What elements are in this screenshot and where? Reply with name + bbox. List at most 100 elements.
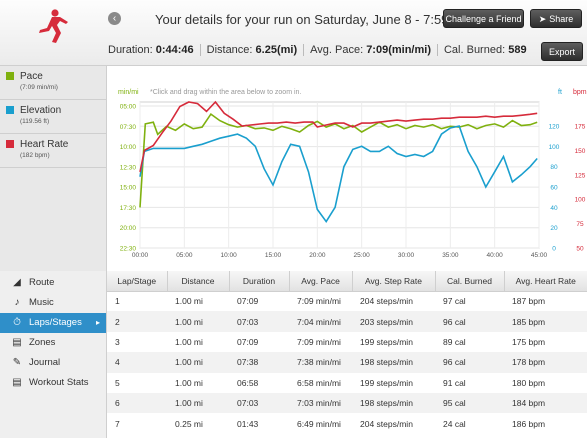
x-tick-label: 20:00 [309, 252, 326, 259]
table-cell: 4 [107, 352, 167, 373]
table-cell: 5 [115, 377, 120, 388]
heart-rate-tick-label: 175 [575, 124, 586, 131]
sidebar-item-route[interactable]: ◢ Route [0, 273, 106, 293]
elevation-tick-label: 80 [550, 164, 558, 171]
table-cell: 07:09 [237, 336, 259, 347]
elevation-tick-label: 40 [550, 205, 558, 212]
table-row: 2 1.00 mi 07:03 7:04 min/mi 203 steps/min 96 … [107, 311, 587, 332]
table-cell: 2 [107, 311, 167, 332]
table-cell: 07:38 [229, 352, 289, 373]
table-row: 1 1.00 mi 07:09 7:09 min/mi 204 steps/min 97 … [107, 291, 587, 311]
table-cell: 07:03 [229, 311, 289, 332]
table-cell: 1.00 mi [175, 296, 203, 307]
duration-stat: Duration: 0:44:46 [108, 44, 194, 56]
export-button[interactable]: Export [541, 42, 583, 61]
heart-rate-tick-label: 50 [576, 246, 584, 253]
table-cell: 180 bpm [512, 377, 546, 388]
pace-axis-unit: min/mi [118, 89, 139, 96]
heart-rate-tick-label: 75 [576, 221, 584, 228]
table-cell: 89 cal [443, 336, 466, 347]
legend-item-heart-rate[interactable]: Heart Rate (182 bpm) [0, 134, 106, 168]
laps-icon: ⏱ [13, 317, 21, 328]
pace-tick-label: 17:30 [120, 205, 137, 212]
avg-pace-stat: Avg. Pace: 7:09(min/mi) [303, 44, 437, 56]
share-button[interactable]: ➤ Share [530, 9, 582, 28]
column-header[interactable]: Avg. Heart Rate [503, 271, 587, 292]
sidebar-item-workout-stats[interactable]: ▤ Workout Stats [0, 373, 106, 393]
route-icon: ◢ [13, 277, 21, 288]
page-title: Your details for your run on Saturday, J… [155, 12, 471, 27]
table-row: 7 0.25 mi 01:43 6:49 min/mi 204 steps/min 24 … [107, 413, 587, 433]
column-header[interactable]: Lap/Stage [107, 271, 167, 292]
chevron-right-icon: ▸ [95, 318, 100, 327]
legend-label: Elevation [20, 105, 62, 116]
run-summary: Duration: 0:44:46 Distance: 6.25(mi) Avg. … [108, 44, 533, 60]
table-cell: 7:09 min/mi [297, 296, 341, 307]
column-header[interactable]: Duration [228, 271, 289, 292]
table-cell: 96 cal [435, 352, 504, 373]
x-tick-label: 45:00 [531, 252, 548, 259]
column-header[interactable]: Cal. Burned [434, 271, 504, 292]
table-cell: 7:04 min/mi [289, 311, 352, 332]
table-cell: 204 steps/min [360, 296, 413, 307]
heart-rate-axis-unit: bpm [573, 89, 587, 96]
x-tick-label: 40:00 [487, 252, 504, 259]
column-header[interactable]: Avg. Pace [288, 271, 352, 292]
table-cell: 178 bpm [504, 352, 587, 373]
pace-tick-label: 12:30 [120, 164, 137, 171]
table-cell: 199 steps/min [360, 377, 413, 388]
legend-item-pace[interactable]: Pace (7:09 min/mi) [0, 66, 106, 100]
table-cell: 204 steps/min [360, 418, 413, 429]
table-cell: 0.25 mi [175, 418, 203, 429]
table-cell: 175 bpm [512, 336, 546, 347]
header-bar: ‹ Your details for your run on Saturday,… [0, 0, 587, 66]
table-row: 5 1.00 mi 06:58 6:58 min/mi 199 steps/min 91 … [107, 373, 587, 393]
runner-logo-icon [39, 9, 68, 43]
heart-rate-swatch [6, 140, 14, 148]
column-header[interactable]: Avg. Step Rate [351, 271, 435, 292]
table-cell: 1 [115, 296, 120, 307]
column-header[interactable]: Distance [166, 271, 229, 292]
elevation-tick-label: 100 [549, 144, 560, 151]
back-button[interactable]: ‹ [108, 12, 121, 25]
elevation-tick-label: 120 [549, 124, 560, 131]
plot-area[interactable] [139, 101, 540, 249]
table-cell: 7:09 min/mi [297, 336, 341, 347]
elevation-tick-label: 20 [550, 225, 558, 232]
sidebar-item-zones[interactable]: ▤ Zones [0, 333, 106, 353]
x-tick-label: 00:00 [132, 252, 149, 259]
x-tick-label: 35:00 [442, 252, 459, 259]
run-chart[interactable]: min/mi *Click and drag within the area b… [107, 83, 587, 271]
table-cell: 1.00 mi [167, 392, 229, 414]
challenge-friend-button[interactable]: Challenge a Friend [443, 9, 524, 28]
elevation-tick-label: 60 [550, 185, 558, 192]
stats-icon: ▤ [12, 377, 22, 388]
table-cell: 01:43 [237, 418, 259, 429]
table-cell: 1.00 mi [175, 377, 203, 388]
table-cell: 07:03 [229, 392, 289, 414]
table-cell: 1.00 mi [167, 311, 229, 332]
share-label: Share [549, 14, 574, 24]
table-row: 4 1.00 mi 07:38 7:38 min/mi 198 steps/min 96 … [107, 352, 587, 373]
pace-tick-label: 07:30 [120, 124, 137, 131]
run-chart-svg[interactable]: min/mi *Click and drag within the area b… [107, 83, 587, 271]
table-cell: 6:58 min/mi [297, 377, 341, 388]
table-cell: 184 bpm [504, 392, 587, 414]
legend-value: (182 bpm) [20, 152, 50, 159]
heart-rate-line [139, 100, 538, 173]
laps-table-container: Lap/Stage Distance Duration Avg. Pace Av… [107, 271, 587, 438]
sidebar-item-journal[interactable]: ✎ Journal [0, 353, 106, 373]
x-tick-label: 30:00 [398, 252, 415, 259]
pace-swatch [6, 72, 14, 80]
table-cell: 96 cal [435, 311, 504, 332]
table-cell: 07:09 [237, 296, 259, 307]
elevation-tick-label: 0 [552, 246, 556, 253]
table-cell: 7:03 min/mi [289, 392, 352, 414]
sidebar-item-laps-stages[interactable]: ⏱ Laps/Stages ▸ [0, 313, 106, 333]
legend-item-elevation[interactable]: Elevation (119.56 ft) [0, 100, 106, 134]
sidebar-item-music[interactable]: ♪ Music [0, 293, 106, 313]
table-cell: 185 bpm [504, 311, 587, 332]
table-cell: 198 steps/min [352, 352, 435, 373]
zoom-hint: *Click and drag within the area below to… [150, 89, 301, 96]
pace-tick-label: 20:00 [120, 225, 137, 232]
